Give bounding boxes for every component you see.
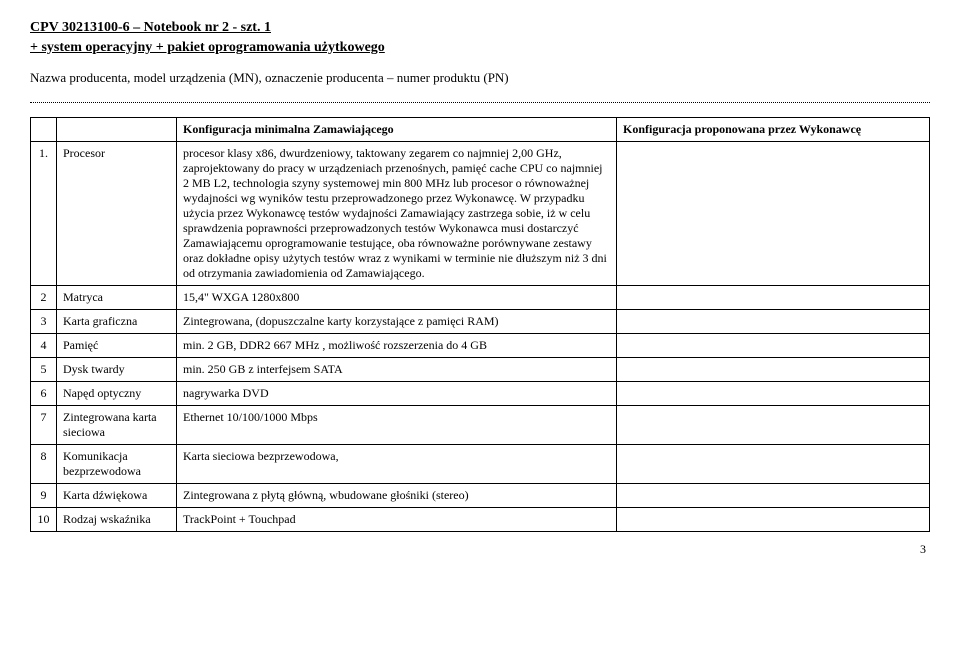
row-proposed	[617, 358, 930, 382]
table-row: 3Karta graficznaZintegrowana, (dopuszcza…	[31, 310, 930, 334]
spec-table: Konfiguracja minimalna Zamawiającego Kon…	[30, 117, 930, 532]
table-row: 4Pamięćmin. 2 GB, DDR2 667 MHz , możliwo…	[31, 334, 930, 358]
table-row: 5Dysk twardymin. 250 GB z interfejsem SA…	[31, 358, 930, 382]
doc-subtitle: + system operacyjny + pakiet oprogramowa…	[30, 40, 930, 56]
row-number: 8	[31, 445, 57, 484]
row-spec: Ethernet 10/100/1000 Mbps	[177, 406, 617, 445]
row-proposed	[617, 484, 930, 508]
row-number: 7	[31, 406, 57, 445]
table-row: 7Zintegrowana karta sieciowaEthernet 10/…	[31, 406, 930, 445]
row-label: Dysk twardy	[57, 358, 177, 382]
row-number: 5	[31, 358, 57, 382]
producer-line: Nazwa producenta, model urządzenia (MN),…	[30, 70, 930, 86]
row-number: 6	[31, 382, 57, 406]
table-body: 1.Procesorprocesor klasy x86, dwurdzenio…	[31, 142, 930, 532]
doc-title: CPV 30213100-6 – Notebook nr 2 - szt. 1	[30, 20, 930, 36]
row-label: Rodzaj wskaźnika	[57, 508, 177, 532]
table-row: 2Matryca15,4" WXGA 1280x800	[31, 286, 930, 310]
row-label: Pamięć	[57, 334, 177, 358]
row-label: Matryca	[57, 286, 177, 310]
row-proposed	[617, 334, 930, 358]
row-number: 4	[31, 334, 57, 358]
row-label: Karta graficzna	[57, 310, 177, 334]
col-label-header	[57, 118, 177, 142]
row-spec: TrackPoint + Touchpad	[177, 508, 617, 532]
row-spec: Zintegrowana, (dopuszczalne karty korzys…	[177, 310, 617, 334]
row-number: 10	[31, 508, 57, 532]
row-number: 2	[31, 286, 57, 310]
row-proposed	[617, 142, 930, 286]
col-prop-header: Konfiguracja proponowana przez Wykonawcę	[617, 118, 930, 142]
row-number: 1.	[31, 142, 57, 286]
page-number: 3	[30, 542, 930, 557]
row-spec: 15,4" WXGA 1280x800	[177, 286, 617, 310]
row-spec: min. 2 GB, DDR2 667 MHz , możliwość rozs…	[177, 334, 617, 358]
row-proposed	[617, 382, 930, 406]
table-row: 9Karta dźwiękowaZintegrowana z płytą głó…	[31, 484, 930, 508]
table-row: 1.Procesorprocesor klasy x86, dwurdzenio…	[31, 142, 930, 286]
fill-line	[30, 92, 930, 103]
row-spec: procesor klasy x86, dwurdzeniowy, taktow…	[177, 142, 617, 286]
row-label: Zintegrowana karta sieciowa	[57, 406, 177, 445]
row-spec: Karta sieciowa bezprzewodowa,	[177, 445, 617, 484]
table-row: 8Komunikacja bezprzewodowaKarta sieciowa…	[31, 445, 930, 484]
table-row: 10Rodzaj wskaźnikaTrackPoint + Touchpad	[31, 508, 930, 532]
row-proposed	[617, 406, 930, 445]
row-label: Napęd optyczny	[57, 382, 177, 406]
table-row: 6Napęd optycznynagrywarka DVD	[31, 382, 930, 406]
col-num-header	[31, 118, 57, 142]
col-min-header: Konfiguracja minimalna Zamawiającego	[177, 118, 617, 142]
row-proposed	[617, 445, 930, 484]
row-number: 9	[31, 484, 57, 508]
row-spec: Zintegrowana z płytą główną, wbudowane g…	[177, 484, 617, 508]
row-number: 3	[31, 310, 57, 334]
row-label: Procesor	[57, 142, 177, 286]
row-spec: nagrywarka DVD	[177, 382, 617, 406]
table-header-row: Konfiguracja minimalna Zamawiającego Kon…	[31, 118, 930, 142]
row-proposed	[617, 508, 930, 532]
row-proposed	[617, 310, 930, 334]
row-proposed	[617, 286, 930, 310]
row-spec: min. 250 GB z interfejsem SATA	[177, 358, 617, 382]
row-label: Karta dźwiękowa	[57, 484, 177, 508]
row-label: Komunikacja bezprzewodowa	[57, 445, 177, 484]
